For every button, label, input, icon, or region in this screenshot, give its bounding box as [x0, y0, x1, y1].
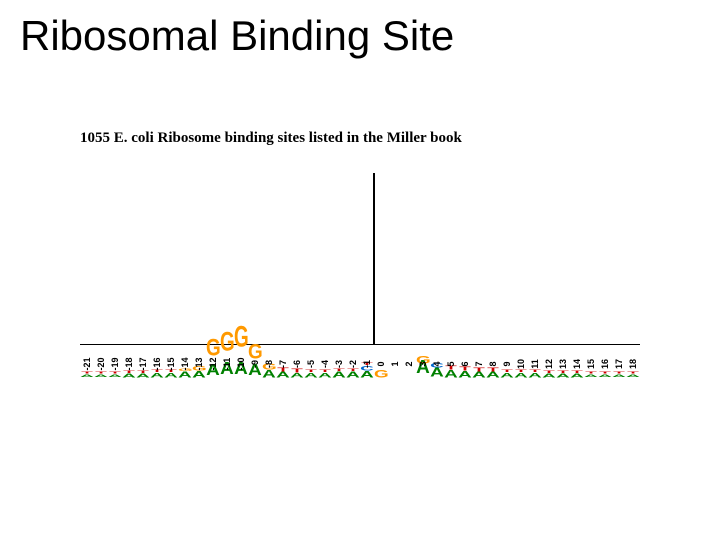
x-tick-label: 3: [418, 354, 428, 374]
x-tick-label: 7: [474, 354, 484, 374]
x-tick-label: 4: [432, 354, 442, 374]
logo-letter-a: A: [598, 374, 612, 375]
x-tick-label: -7: [278, 354, 288, 374]
x-tick-label: 12: [544, 354, 554, 374]
x-tick-label: 5: [446, 354, 456, 374]
logo-letter-a: A: [80, 374, 94, 375]
x-tick-label: -16: [152, 354, 162, 374]
x-tick-label: -10: [236, 354, 246, 374]
x-tick-label: -9: [250, 354, 260, 374]
logo-letter-a: A: [108, 374, 122, 375]
x-tick-label: -21: [82, 354, 92, 374]
logo-letter-a: A: [556, 374, 570, 375]
logo-letter-t: T: [388, 0, 402, 375]
x-tick-label: -19: [110, 354, 120, 374]
x-tick-label: -5: [306, 354, 316, 374]
logo-letter-a: A: [612, 374, 626, 375]
x-tick-label: -8: [264, 354, 274, 374]
logo-letter-a: A: [94, 374, 108, 375]
logo-letter-a: A: [626, 374, 640, 375]
x-tick-label: -12: [208, 354, 218, 374]
logo-column: T: [388, 205, 402, 375]
x-tick-label: -11: [222, 354, 232, 374]
x-tick-label: 8: [488, 354, 498, 374]
x-tick-label: 1: [390, 354, 400, 374]
x-tick-label: 10: [516, 354, 526, 374]
x-tick-label: -15: [166, 354, 176, 374]
logo-letter-a: A: [570, 374, 584, 375]
x-tick-label: 16: [600, 354, 610, 374]
x-tick-label: -20: [96, 354, 106, 374]
x-tick-label: 2: [404, 354, 414, 374]
x-tick-label: -18: [124, 354, 134, 374]
slide: Ribosomal Binding Site 1055 E. coli Ribo…: [0, 0, 720, 540]
logo-letter-a: A: [374, 0, 388, 367]
logo-column: G: [402, 215, 416, 375]
x-tick-label: 11: [530, 354, 540, 374]
x-tick-label: 6: [460, 354, 470, 374]
position-divider: [373, 173, 375, 345]
logo-letter-g: G: [402, 0, 416, 375]
x-tick-label: -2: [348, 354, 358, 374]
x-tick-label: -6: [292, 354, 302, 374]
x-tick-label: 15: [586, 354, 596, 374]
x-tick-label: -14: [180, 354, 190, 374]
x-tick-label: 13: [558, 354, 568, 374]
logo-letter-a: A: [122, 374, 136, 375]
logo-column: GA: [374, 212, 388, 375]
baseline: [80, 344, 640, 345]
x-tick-label: -3: [334, 354, 344, 374]
x-tick-label: -1: [362, 354, 372, 374]
logo-letter-a: A: [542, 374, 556, 375]
x-tick-label: -13: [194, 354, 204, 374]
logo-letter-a: A: [136, 374, 150, 375]
x-tick-label: 0: [376, 354, 386, 374]
x-tick-label: 17: [614, 354, 624, 374]
x-tick-label: 14: [572, 354, 582, 374]
logo-letter-a: A: [584, 374, 598, 375]
x-tick-label: 18: [628, 354, 638, 374]
x-tick-label: 9: [502, 354, 512, 374]
x-tick-label: -4: [320, 354, 330, 374]
x-tick-label: -17: [138, 354, 148, 374]
sequence-logo: AT-21AT-20AT-19AT-18AT-17AT-16AT-15AG-14…: [80, 155, 640, 375]
